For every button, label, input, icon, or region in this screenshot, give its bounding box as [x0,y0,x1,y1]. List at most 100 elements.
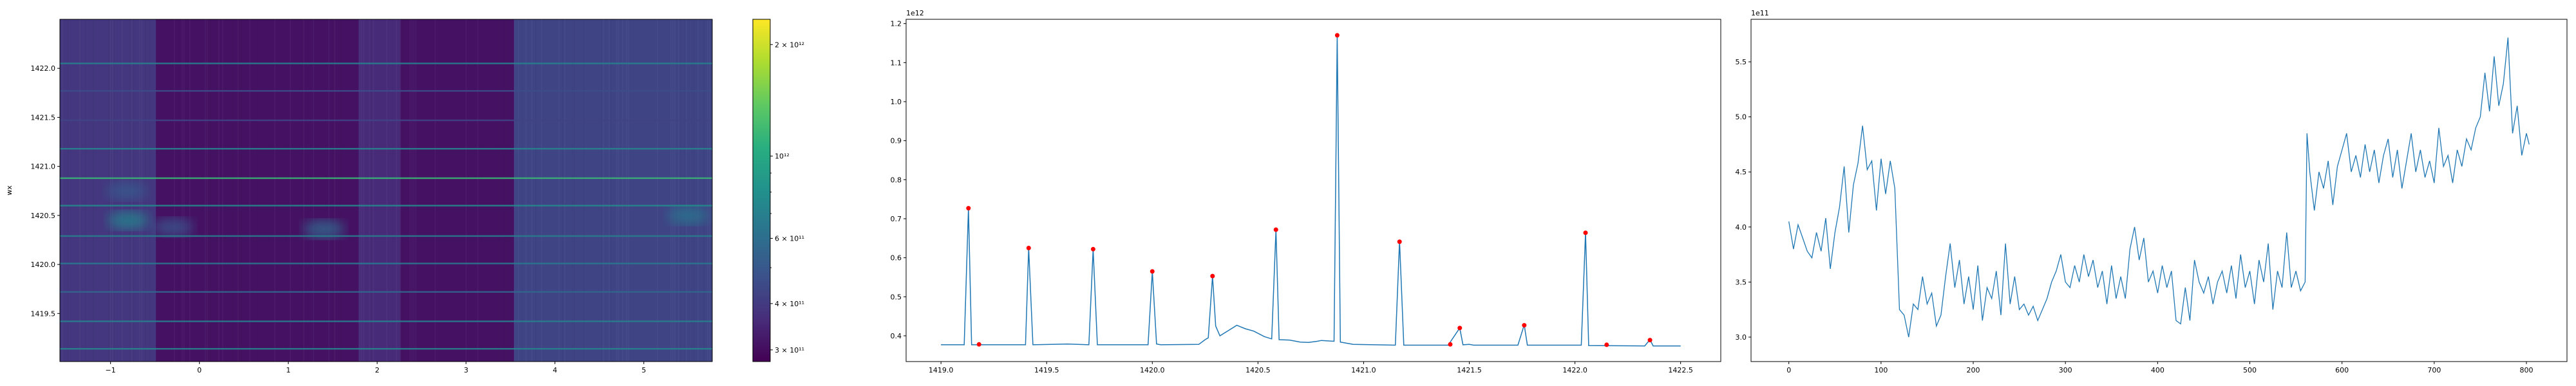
heatmap-streak [510,19,511,362]
spectrum-x-tick-label: 1420.0 [1140,366,1165,374]
heatmap-streak [274,19,276,362]
series-y-tick-label: 5.5 [1736,58,1747,66]
heatmap-streak [313,19,314,362]
heatmap-row-line [60,347,712,350]
series-y-tick-label: 4.0 [1736,223,1747,232]
heatmap-blob [108,211,149,230]
heatmap-streak [686,19,687,362]
heatmap-streak [684,19,685,362]
heatmap-streak [170,19,171,362]
heatmap-panel: −1 0 1 2 3 4 5 1419.5 1420.0 1420.5 1421.0 1421.5 14… [5,19,713,374]
heatmap-streak [386,19,388,362]
heatmap-blob [152,218,194,237]
spectrum-x-tick-label: 1420.5 [1245,366,1271,374]
heatmap-streak [564,19,565,362]
heatmap-streak [334,19,336,362]
spectrum-offset-text: 1e12 [906,9,924,17]
heatmap-streak [369,19,370,362]
heatmap-y-tick-label: 1422.0 [31,64,56,73]
heatmap-column-band [514,19,712,362]
heatmap-streak [498,19,500,362]
spectrum-x-tick-label: 1422.0 [1562,366,1587,374]
heatmap-streak [290,19,291,362]
colorbar-tick-label: 10¹² [775,152,790,161]
colorbar-tick-label: 6 × 10¹¹ [775,234,804,243]
series-x-tick-label: 200 [1967,366,1980,374]
heatmap-streak [558,19,560,362]
heatmap-streak [562,19,564,362]
heatmap-streak [352,19,353,362]
spectrum-x-tick-label: 1419.5 [1034,366,1059,374]
heatmap-streak [184,19,185,362]
spectrum-y-tick-label: 0.9 [891,137,902,145]
heatmap-streak [603,19,604,362]
heatmap-streak [240,19,241,362]
heatmap-streak [180,19,181,362]
heatmap-streak [257,19,258,362]
heatmap-streak [396,19,397,362]
heatmap-streak [709,19,710,362]
heatmap-streak [611,19,612,362]
heatmap-streak [207,19,208,362]
heatmap-streak [216,19,218,362]
heatmap-streak [616,19,618,362]
heatmap-streak [697,19,699,362]
heatmap-streak [703,19,705,362]
colorbar-tick-label: 4 × 10¹¹ [775,300,804,308]
heatmap-row-line [60,291,712,293]
heatmap-streak [218,19,220,362]
spectrum-x-tick-label: 1422.5 [1668,366,1693,374]
heatmap-x-tick-label: −1 [106,366,116,374]
heatmap-row-line [60,235,712,237]
heatmap-streak [359,19,361,362]
heatmap-streak [435,19,436,362]
heatmap-row-line [60,177,712,179]
heatmap-streak [514,19,515,362]
heatmap-x-tick-label: 3 [464,366,468,374]
colorbar: 2 × 10¹² 10¹² 6 × 10¹¹ 4 × 10¹¹ 3 × 10¹¹ [752,19,804,362]
heatmap-streak [187,19,189,362]
heatmap-streak [85,19,86,362]
heatmap-streak [400,19,401,362]
heatmap-column-band [156,19,359,362]
heatmap-axes-frame [59,19,713,362]
heatmap-x-tick-label: 2 [375,366,379,374]
colorbar-gradient [753,19,770,362]
heatmap-streak [230,19,231,362]
peak-marker [976,342,981,347]
heatmap-streak [242,19,243,362]
heatmap-y-tick-label: 1421.0 [31,163,56,171]
series-y-tick-label: 3.0 [1736,333,1747,342]
heatmap-row-line [60,148,712,150]
series-x-tick-label: 700 [2427,366,2441,374]
heatmap-streak [224,19,225,362]
series-x-tick-label: 300 [2059,366,2072,374]
peak-spectrum-panel: 1419.0 1419.5 1420.0 1420.5 1421.0 1421.5 1422… [891,9,1721,374]
heatmap-streak [371,19,372,362]
spectrum-y-tick-label: 1.0 [891,98,902,106]
heatmap-y-tick-label: 1420.5 [31,212,56,220]
series-y-tick-label: 3.5 [1736,278,1747,286]
heatmap-streak [232,19,233,362]
heatmap-streak [583,19,585,362]
peak-marker [1334,33,1340,38]
spectrum-y-tick-label: 0.6 [891,254,902,262]
series-x-tick-label: 0 [1786,366,1791,374]
time-series-panel: 0 100 200 300 400 500 600 700 800 3.0 3.5 4.0 4.5 5.0… [1736,9,2568,374]
colorbar-tick-label: 3 × 10¹¹ [775,346,804,354]
heatmap-streak [222,19,223,362]
heatmap-streak [211,19,212,362]
heatmap-streak [361,19,363,362]
heatmap-x-tick-label: 0 [197,366,202,374]
heatmap-streak [238,19,239,362]
colorbar-tick-label: 2 × 10¹² [775,41,804,49]
series-x-tick-label: 100 [1874,366,1888,374]
heatmap-streak [303,19,305,362]
heatmap-streak [392,19,393,362]
series-offset-text: 1e11 [1751,9,1769,17]
peak-marker [1273,227,1278,232]
heatmap-streak [657,19,658,362]
series-x-tick-label: 600 [2335,366,2349,374]
series-y-tick-label: 4.5 [1736,168,1747,176]
